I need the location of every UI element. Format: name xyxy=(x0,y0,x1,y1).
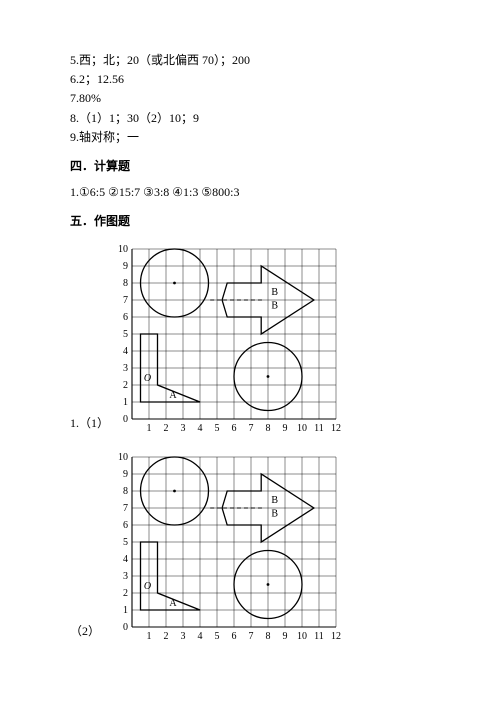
page: 5.西；北；20（或北偏西 70）；200 6.2；12.56 7.80% 8.… xyxy=(0,0,430,645)
svg-text:6: 6 xyxy=(123,312,128,323)
svg-text:8: 8 xyxy=(123,278,128,289)
svg-text:1: 1 xyxy=(147,423,152,434)
svg-text:12: 12 xyxy=(331,423,341,434)
svg-text:B: B xyxy=(271,495,278,506)
figure-1-row: 1.（1） 012345678910123456789101112BBAO xyxy=(70,239,430,437)
svg-text:O: O xyxy=(144,581,151,592)
svg-text:6: 6 xyxy=(232,423,237,434)
svg-text:4: 4 xyxy=(123,554,128,565)
svg-text:5: 5 xyxy=(215,631,220,642)
svg-text:1: 1 xyxy=(147,631,152,642)
svg-text:4: 4 xyxy=(123,346,128,357)
svg-text:7: 7 xyxy=(249,631,254,642)
figure-2-label: （2） xyxy=(70,622,112,645)
svg-text:9: 9 xyxy=(283,423,288,434)
svg-text:3: 3 xyxy=(123,363,128,374)
svg-text:B: B xyxy=(271,509,278,520)
svg-text:7: 7 xyxy=(123,295,128,306)
svg-text:5: 5 xyxy=(123,329,128,340)
svg-text:0: 0 xyxy=(123,622,128,633)
svg-text:11: 11 xyxy=(314,423,324,434)
svg-text:8: 8 xyxy=(123,486,128,497)
svg-text:5: 5 xyxy=(215,423,220,434)
figure-2-row: （2） 012345678910123456789101112BBAO xyxy=(70,447,430,645)
svg-text:11: 11 xyxy=(314,631,324,642)
svg-text:3: 3 xyxy=(181,423,186,434)
svg-text:A: A xyxy=(169,390,177,401)
svg-text:7: 7 xyxy=(123,503,128,514)
svg-text:10: 10 xyxy=(118,244,128,255)
svg-text:12: 12 xyxy=(331,631,341,642)
answer-9: 9.轴对称；一 xyxy=(70,129,430,145)
answer-7: 7.80% xyxy=(70,90,430,106)
svg-text:8: 8 xyxy=(266,631,271,642)
svg-text:2: 2 xyxy=(123,380,128,391)
svg-text:3: 3 xyxy=(123,571,128,582)
svg-text:2: 2 xyxy=(164,631,169,642)
svg-text:O: O xyxy=(144,373,151,384)
svg-text:6: 6 xyxy=(123,520,128,531)
svg-text:B: B xyxy=(271,301,278,312)
svg-text:5: 5 xyxy=(123,537,128,548)
svg-text:B: B xyxy=(271,287,278,298)
svg-text:9: 9 xyxy=(283,631,288,642)
svg-text:1: 1 xyxy=(123,605,128,616)
svg-text:8: 8 xyxy=(266,423,271,434)
answer-6: 6.2；12.56 xyxy=(70,71,430,87)
svg-text:9: 9 xyxy=(123,261,128,272)
section-4-title: 四．计算题 xyxy=(70,157,430,174)
svg-text:10: 10 xyxy=(118,452,128,463)
svg-text:2: 2 xyxy=(164,423,169,434)
svg-text:6: 6 xyxy=(232,631,237,642)
svg-text:0: 0 xyxy=(123,414,128,425)
svg-text:9: 9 xyxy=(123,469,128,480)
svg-text:2: 2 xyxy=(123,588,128,599)
figure-2: 012345678910123456789101112BBAO xyxy=(112,447,344,645)
answer-5: 5.西；北；20（或北偏西 70）；200 xyxy=(70,52,430,68)
section-5-title: 五．作图题 xyxy=(70,212,430,229)
svg-text:1: 1 xyxy=(123,397,128,408)
svg-text:10: 10 xyxy=(297,631,307,642)
svg-text:4: 4 xyxy=(198,631,203,642)
answer-8: 8.（1）1；30（2）10；9 xyxy=(70,110,430,126)
svg-text:4: 4 xyxy=(198,423,203,434)
svg-text:3: 3 xyxy=(181,631,186,642)
figure-1: 012345678910123456789101112BBAO xyxy=(112,239,344,437)
svg-text:10: 10 xyxy=(297,423,307,434)
svg-text:7: 7 xyxy=(249,423,254,434)
section-4-q1: 1.①6:5 ②15:7 ③3:8 ④1:3 ⑤800:3 xyxy=(70,184,430,200)
figure-1-label: 1.（1） xyxy=(70,414,112,437)
svg-text:A: A xyxy=(169,598,177,609)
